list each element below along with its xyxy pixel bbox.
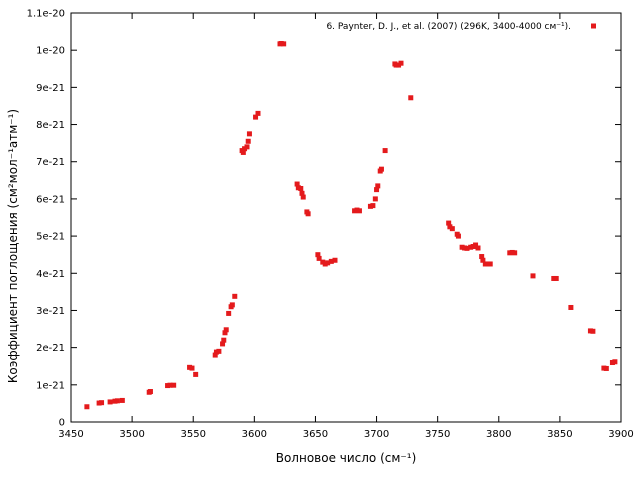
- data-point: [316, 255, 322, 261]
- data-point: [449, 226, 455, 232]
- data-point: [487, 261, 493, 267]
- data-point: [171, 382, 177, 388]
- data-point: [147, 389, 153, 395]
- y-tick-label: 8e-21: [36, 120, 65, 131]
- data-point: [398, 60, 404, 66]
- x-tick-label: 3700: [364, 429, 389, 440]
- data-point: [294, 181, 300, 187]
- data-point: [325, 260, 331, 266]
- data-point: [455, 233, 461, 239]
- data-point: [221, 337, 227, 343]
- y-tick-label: 1.1e-20: [27, 9, 65, 20]
- data-point: [480, 257, 486, 263]
- x-tick-label: 3600: [242, 429, 267, 440]
- x-tick-label: 3500: [119, 429, 144, 440]
- data-point: [612, 359, 618, 365]
- data-point: [220, 341, 226, 347]
- y-tick-label: 4e-21: [36, 269, 65, 280]
- data-point: [298, 185, 304, 191]
- x-tick-label: 3850: [547, 429, 572, 440]
- data-point: [512, 250, 518, 256]
- data-point: [114, 398, 120, 404]
- y-tick-label: 0: [59, 418, 65, 429]
- data-point: [356, 208, 362, 214]
- data-point: [553, 275, 559, 281]
- y-tick-label: 5e-21: [36, 232, 65, 243]
- data-point: [315, 252, 321, 258]
- data-point: [382, 148, 388, 154]
- data-points: [84, 40, 618, 410]
- data-point: [245, 138, 251, 144]
- plot-frame: [70, 12, 622, 423]
- data-point: [84, 404, 90, 410]
- data-point: [253, 114, 259, 120]
- data-point: [223, 327, 229, 333]
- data-point: [244, 144, 250, 150]
- data-point: [240, 149, 246, 155]
- data-point: [281, 41, 287, 47]
- data-point: [255, 110, 261, 116]
- data-point: [189, 365, 195, 371]
- data-point: [590, 328, 596, 334]
- x-tick-label: 3900: [608, 429, 633, 440]
- legend-label: 6. Paynter, D. J., et al. (2007) (296K, …: [326, 22, 571, 32]
- data-point: [167, 382, 173, 388]
- y-axis-title-text: Коэффициент поглощения (см²мол⁻¹атм⁻¹): [6, 109, 20, 383]
- data-point: [370, 203, 376, 209]
- data-point: [232, 293, 238, 299]
- data-point: [222, 330, 228, 336]
- data-point: [305, 211, 311, 217]
- data-point: [375, 183, 381, 189]
- data-point: [299, 190, 305, 196]
- legend: 6. Paynter, D. J., et al. (2007) (296K, …: [326, 22, 596, 32]
- data-point: [473, 242, 479, 248]
- data-point: [229, 302, 235, 308]
- data-point: [99, 400, 105, 406]
- data-point: [193, 371, 199, 377]
- data-point: [374, 187, 380, 193]
- data-point: [119, 397, 125, 403]
- data-point: [246, 131, 252, 137]
- data-point: [300, 194, 306, 200]
- y-tick-label: 9e-21: [36, 83, 65, 94]
- x-tick-label: 3550: [180, 429, 205, 440]
- axis-ticks: 3450 3500 3550 3600 3650 3700 3750 3800 3850 3900…: [27, 9, 634, 441]
- data-point: [479, 254, 485, 260]
- data-point: [603, 365, 609, 371]
- x-axis-title: Волновое число (см⁻¹): [276, 451, 417, 465]
- y-tick-label: 6e-21: [36, 194, 65, 205]
- y-tick-label: 3e-21: [36, 306, 65, 317]
- legend-marker: [591, 23, 596, 29]
- data-point: [408, 95, 414, 101]
- data-point: [107, 399, 113, 405]
- data-point: [328, 258, 334, 264]
- data-point: [530, 273, 536, 279]
- data-point: [226, 310, 232, 316]
- y-tick-label: 2e-21: [36, 343, 65, 354]
- data-point: [475, 245, 481, 251]
- y-tick-label: 7e-21: [36, 157, 65, 168]
- data-point: [212, 352, 218, 358]
- x-tick-label: 3750: [425, 429, 450, 440]
- y-tick-label: 1e-21: [36, 380, 65, 391]
- x-tick-label: 3800: [486, 429, 511, 440]
- y-axis-title: Коэффициент поглощения (см²мол⁻¹атм⁻¹): [6, 109, 20, 383]
- data-point: [378, 166, 384, 172]
- x-tick-label: 3650: [303, 429, 328, 440]
- x-tick-label: 3450: [58, 429, 83, 440]
- data-point: [372, 196, 378, 202]
- data-point: [216, 348, 222, 354]
- y-tick-label: 1e-20: [36, 46, 65, 57]
- data-point: [568, 304, 574, 310]
- data-point: [446, 220, 452, 226]
- data-point: [464, 245, 470, 251]
- data-point: [332, 257, 338, 263]
